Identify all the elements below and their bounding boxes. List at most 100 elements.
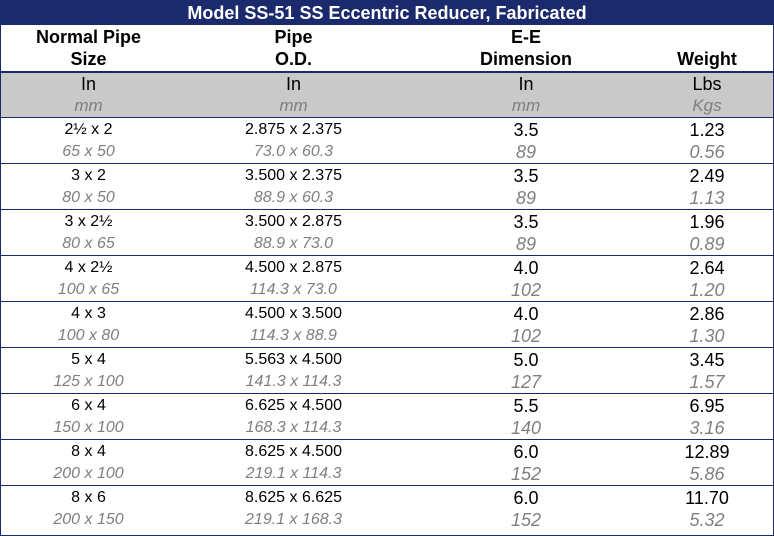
od-cell: 6.625 x 4.500 168.3 x 114.3	[176, 394, 411, 439]
size-cell-imperial: 8 x 4	[71, 442, 106, 460]
weight-cell: 1.96 0.89	[641, 210, 773, 255]
weight-cell-metric: 3.16	[689, 417, 725, 438]
table-row: 8 x 4 200 x 100 8.625 x 4.500 219.1 x 114.3…	[1, 440, 773, 486]
od-cell-imperial: 3.500 x 2.875	[245, 212, 342, 230]
units-weight: Lbs Kgs	[641, 73, 773, 117]
units-row: In mm In mm In mm Lbs Kgs	[1, 73, 773, 118]
ee-cell: 3.5 89	[411, 118, 641, 163]
od-cell: 4.500 x 3.500 114.3 x 88.9	[176, 302, 411, 347]
weight-cell-metric: 5.86	[689, 463, 725, 484]
units-ee: In mm	[411, 73, 641, 117]
table-row: 4 x 2½ 100 x 65 4.500 x 2.875 114.3 x 73.0 4…	[1, 256, 773, 302]
unit-metric: mm	[511, 96, 541, 115]
unit-metric: Kgs	[692, 96, 722, 115]
table-row: 6 x 4 150 x 100 6.625 x 4.500 168.3 x 114.3…	[1, 394, 773, 440]
ee-cell-imperial: 4.0	[513, 257, 539, 278]
ee-cell-imperial: 6.0	[513, 487, 539, 508]
od-cell-metric: 219.1 x 114.3	[245, 464, 342, 482]
ee-cell-metric: 102	[510, 279, 542, 300]
size-cell: 3 x 2 80 x 50	[1, 164, 176, 209]
size-cell-metric: 200 x 150	[53, 510, 124, 528]
size-cell: 5 x 4 125 x 100	[1, 348, 176, 393]
weight-cell: 6.95 3.16	[641, 394, 773, 439]
header-ee: E-E Dimension	[411, 25, 641, 71]
ee-cell: 4.0 102	[411, 256, 641, 301]
units-size: In mm	[1, 73, 176, 117]
od-cell-imperial: 4.500 x 3.500	[245, 304, 342, 322]
weight-cell-imperial: 2.64	[689, 257, 725, 278]
od-cell-imperial: 2.875 x 2.375	[245, 120, 342, 138]
weight-cell-metric: 1.13	[689, 187, 725, 208]
od-cell: 3.500 x 2.375 88.9 x 60.3	[176, 164, 411, 209]
header-size: Normal Pipe Size	[1, 25, 176, 71]
weight-cell: 3.45 1.57	[641, 348, 773, 393]
size-cell-imperial: 3 x 2½	[64, 212, 113, 230]
ee-cell-imperial: 3.5	[513, 165, 539, 186]
size-cell-imperial: 5 x 4	[71, 350, 106, 368]
size-cell: 6 x 4 150 x 100	[1, 394, 176, 439]
od-cell: 8.625 x 6.625 219.1 x 168.3	[176, 486, 411, 531]
header-od: Pipe O.D.	[176, 25, 411, 71]
ee-cell-metric: 89	[515, 187, 537, 208]
table-row: 3 x 2½ 80 x 65 3.500 x 2.875 88.9 x 73.0 3.5…	[1, 210, 773, 256]
unit-imperial: In	[518, 74, 534, 94]
od-cell-imperial: 4.500 x 2.875	[245, 258, 342, 276]
ee-cell: 4.0 102	[411, 302, 641, 347]
od-cell: 2.875 x 2.375 73.0 x 60.3	[176, 118, 411, 163]
ee-cell-metric: 89	[515, 233, 537, 254]
weight-cell: 2.86 1.30	[641, 302, 773, 347]
weight-cell: 12.89 5.86	[641, 440, 773, 485]
ee-cell: 3.5 89	[411, 210, 641, 255]
unit-imperial: In	[285, 74, 301, 94]
od-cell: 3.500 x 2.875 88.9 x 73.0	[176, 210, 411, 255]
ee-cell-metric: 127	[510, 371, 542, 392]
column-headers: Normal Pipe Size Pipe O.D. E-E Dimension…	[1, 25, 773, 73]
od-cell-metric: 114.3 x 73.0	[250, 280, 337, 298]
table-row: 4 x 3 100 x 80 4.500 x 3.500 114.3 x 88.9 4.…	[1, 302, 773, 348]
ee-cell-imperial: 5.5	[513, 395, 539, 416]
size-cell-metric: 100 x 65	[57, 280, 120, 298]
od-cell-metric: 88.9 x 60.3	[253, 188, 334, 206]
od-cell-metric: 219.1 x 168.3	[245, 510, 342, 528]
ee-cell-metric: 152	[510, 463, 542, 484]
size-cell-imperial: 8 x 6	[71, 488, 106, 506]
header-weight: Weight	[641, 25, 773, 71]
size-cell-imperial: 2½ x 2	[64, 120, 113, 138]
header-od-line2: O.D.	[274, 49, 312, 69]
od-cell-metric: 73.0 x 60.3	[253, 142, 334, 160]
header-size-line2: Size	[70, 49, 107, 69]
size-cell-imperial: 3 x 2	[71, 166, 106, 184]
size-cell: 2½ x 2 65 x 50	[1, 118, 176, 163]
od-cell: 5.563 x 4.500 141.3 x 114.3	[176, 348, 411, 393]
header-ee-line2: Dimension	[479, 49, 572, 69]
weight-cell-imperial: 11.70	[685, 487, 729, 508]
header-size-line1: Normal Pipe	[35, 27, 142, 47]
size-cell: 3 x 2½ 80 x 65	[1, 210, 176, 255]
size-cell-metric: 100 x 80	[57, 326, 120, 344]
size-cell: 8 x 4 200 x 100	[1, 440, 176, 485]
ee-cell-imperial: 3.5	[513, 211, 539, 232]
units-od: In mm	[176, 73, 411, 117]
size-cell-metric: 80 x 50	[62, 188, 115, 206]
ee-cell: 5.5 140	[411, 394, 641, 439]
header-weight-line2: Weight	[677, 49, 737, 69]
od-cell: 4.500 x 2.875 114.3 x 73.0	[176, 256, 411, 301]
ee-cell: 3.5 89	[411, 164, 641, 209]
od-cell-metric: 88.9 x 73.0	[253, 234, 334, 252]
ee-cell: 6.0 152	[411, 486, 641, 531]
od-cell-imperial: 3.500 x 2.375	[245, 166, 342, 184]
od-cell-imperial: 6.625 x 4.500	[245, 396, 342, 414]
weight-cell-imperial: 1.96	[689, 211, 725, 232]
weight-cell-metric: 0.56	[689, 141, 725, 162]
ee-cell-metric: 89	[515, 141, 537, 162]
size-cell-metric: 65 x 50	[62, 142, 115, 160]
size-cell-metric: 150 x 100	[53, 418, 124, 436]
od-cell-metric: 168.3 x 114.3	[245, 418, 342, 436]
weight-cell: 1.23 0.56	[641, 118, 773, 163]
table-row: 3 x 2 80 x 50 3.500 x 2.375 88.9 x 60.3 3.5 8…	[1, 164, 773, 210]
ee-cell-imperial: 3.5	[513, 119, 539, 140]
unit-imperial: Lbs	[692, 74, 722, 94]
size-cell-metric: 80 x 65	[62, 234, 115, 252]
weight-cell: 2.49 1.13	[641, 164, 773, 209]
